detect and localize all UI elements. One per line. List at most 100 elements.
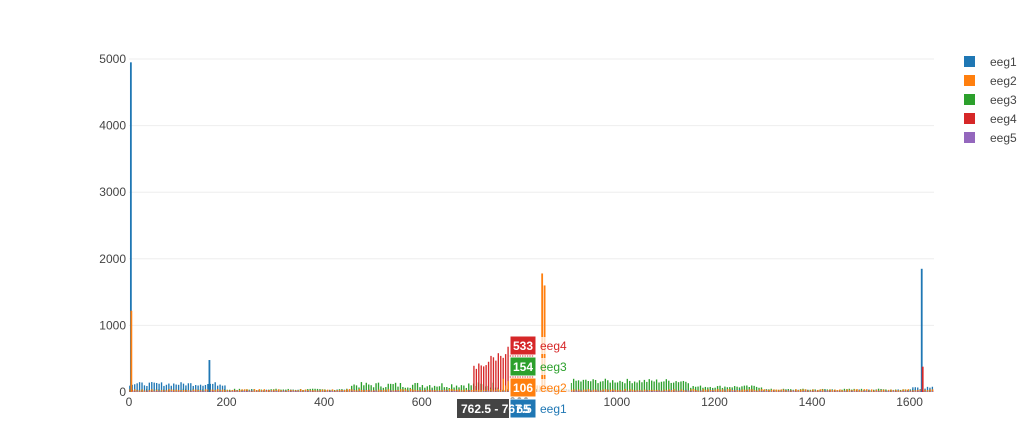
bar-eeg5[interactable] bbox=[444, 391, 446, 392]
bar-eeg5[interactable] bbox=[636, 391, 639, 392]
bar-eeg3[interactable] bbox=[877, 388, 880, 392]
bar-eeg2[interactable] bbox=[197, 389, 200, 392]
bar-eeg5[interactable] bbox=[905, 391, 907, 392]
bar-eeg5[interactable] bbox=[288, 391, 290, 392]
bar-eeg3[interactable] bbox=[453, 387, 455, 392]
bar-eeg1[interactable] bbox=[195, 385, 197, 392]
bar-eeg5[interactable] bbox=[885, 391, 888, 392]
bar-eeg5[interactable] bbox=[622, 391, 624, 392]
bar-eeg2[interactable] bbox=[817, 389, 819, 392]
bar-eeg5[interactable] bbox=[241, 391, 244, 392]
bar-eeg2[interactable] bbox=[790, 390, 792, 392]
bar-eeg5[interactable] bbox=[217, 391, 219, 392]
bar-eeg2[interactable] bbox=[307, 389, 309, 392]
bar-eeg5[interactable] bbox=[190, 391, 192, 392]
bar-eeg2[interactable] bbox=[470, 389, 473, 392]
bar-eeg5[interactable] bbox=[763, 391, 766, 392]
bar-eeg5[interactable] bbox=[271, 391, 273, 392]
bar-peak-eeg1[interactable] bbox=[208, 360, 211, 392]
bar-eeg2[interactable] bbox=[348, 389, 351, 392]
bar-eeg5[interactable] bbox=[754, 391, 756, 392]
bar-eeg5[interactable] bbox=[410, 391, 412, 392]
bar-eeg2[interactable] bbox=[812, 389, 814, 392]
bar-eeg2[interactable] bbox=[646, 390, 648, 392]
bar-eeg5[interactable] bbox=[688, 391, 690, 392]
bar-eeg3[interactable] bbox=[353, 384, 355, 392]
bar-eeg5[interactable] bbox=[788, 391, 790, 392]
bar-eeg3[interactable] bbox=[682, 380, 685, 392]
bar-eeg3[interactable] bbox=[433, 385, 436, 392]
bar-eeg5[interactable] bbox=[766, 391, 768, 392]
bar-eeg5[interactable] bbox=[212, 391, 214, 392]
bar-eeg2[interactable] bbox=[378, 389, 380, 392]
bar-eeg2[interactable] bbox=[148, 390, 151, 392]
bar-eeg5[interactable] bbox=[175, 391, 178, 392]
bar-eeg5[interactable] bbox=[339, 391, 341, 392]
bar-eeg2[interactable] bbox=[297, 390, 300, 392]
bar-eeg2[interactable] bbox=[285, 390, 287, 392]
bar-peak-eeg2[interactable] bbox=[130, 310, 133, 392]
bar-eeg2[interactable] bbox=[814, 390, 817, 392]
bar-eeg3[interactable] bbox=[660, 381, 663, 392]
bar-eeg5[interactable] bbox=[924, 391, 927, 392]
bar-eeg5[interactable] bbox=[461, 391, 463, 392]
bar-eeg3[interactable] bbox=[638, 380, 641, 392]
bar-eeg3[interactable] bbox=[633, 381, 636, 392]
bar-eeg1[interactable] bbox=[138, 382, 141, 392]
bar-eeg3[interactable] bbox=[687, 383, 689, 392]
bar-eeg3[interactable] bbox=[646, 381, 648, 392]
bar-eeg4[interactable] bbox=[475, 368, 478, 392]
bar-eeg5[interactable] bbox=[690, 391, 693, 392]
bar-eeg2[interactable] bbox=[861, 390, 863, 392]
bar-eeg3[interactable] bbox=[685, 381, 687, 392]
bar-eeg2[interactable] bbox=[905, 389, 907, 392]
bar-eeg2[interactable] bbox=[644, 389, 646, 392]
bar-eeg2[interactable] bbox=[473, 389, 475, 392]
bar-eeg1[interactable] bbox=[182, 383, 185, 392]
bar-eeg2[interactable] bbox=[907, 389, 909, 392]
bar-eeg5[interactable] bbox=[156, 391, 158, 392]
bar-eeg2[interactable] bbox=[761, 389, 763, 392]
bar-eeg5[interactable] bbox=[397, 391, 400, 392]
bar-eeg4[interactable] bbox=[497, 353, 499, 392]
bar-eeg2[interactable] bbox=[239, 389, 241, 392]
bar-eeg5[interactable] bbox=[927, 391, 929, 392]
bar-eeg5[interactable] bbox=[771, 391, 773, 392]
bar-eeg2[interactable] bbox=[363, 390, 365, 392]
bar-eeg2[interactable] bbox=[810, 390, 812, 392]
bar-eeg5[interactable] bbox=[827, 391, 829, 392]
bar-eeg2[interactable] bbox=[331, 389, 334, 392]
bar-eeg1[interactable] bbox=[160, 382, 163, 392]
bar-eeg2[interactable] bbox=[166, 390, 168, 392]
bar-eeg2[interactable] bbox=[827, 390, 829, 392]
bar-eeg2[interactable] bbox=[749, 389, 751, 392]
bar-eeg2[interactable] bbox=[917, 389, 919, 392]
bar-eeg2[interactable] bbox=[797, 390, 800, 392]
bar-eeg2[interactable] bbox=[268, 389, 270, 392]
bar-eeg3[interactable] bbox=[597, 383, 599, 392]
bar-eeg2[interactable] bbox=[461, 390, 463, 392]
bar-eeg5[interactable] bbox=[163, 391, 166, 392]
bar-eeg2[interactable] bbox=[866, 389, 868, 392]
bar-eeg3[interactable] bbox=[672, 382, 675, 392]
bar-eeg5[interactable] bbox=[812, 391, 814, 392]
bar-eeg2[interactable] bbox=[880, 389, 883, 392]
bar-eeg3[interactable] bbox=[755, 386, 758, 392]
bar-eeg3[interactable] bbox=[582, 379, 585, 392]
bar-eeg3[interactable] bbox=[719, 385, 721, 392]
bar-eeg2[interactable] bbox=[712, 389, 714, 392]
bar-eeg2[interactable] bbox=[734, 390, 736, 392]
bar-eeg2[interactable] bbox=[597, 390, 600, 392]
bar-eeg5[interactable] bbox=[153, 391, 156, 392]
bar-eeg5[interactable] bbox=[851, 391, 854, 392]
bar-eeg2[interactable] bbox=[497, 389, 500, 392]
bar-eeg3[interactable] bbox=[399, 383, 402, 392]
bar-eeg2[interactable] bbox=[668, 389, 670, 392]
bar-eeg2[interactable] bbox=[302, 389, 304, 392]
bar-eeg2[interactable] bbox=[456, 389, 458, 392]
bar-eeg3[interactable] bbox=[368, 384, 370, 392]
bar-eeg2[interactable] bbox=[831, 390, 834, 392]
bar-eeg2[interactable] bbox=[317, 390, 319, 392]
bar-eeg5[interactable] bbox=[610, 391, 612, 392]
bar-eeg2[interactable] bbox=[900, 390, 902, 392]
